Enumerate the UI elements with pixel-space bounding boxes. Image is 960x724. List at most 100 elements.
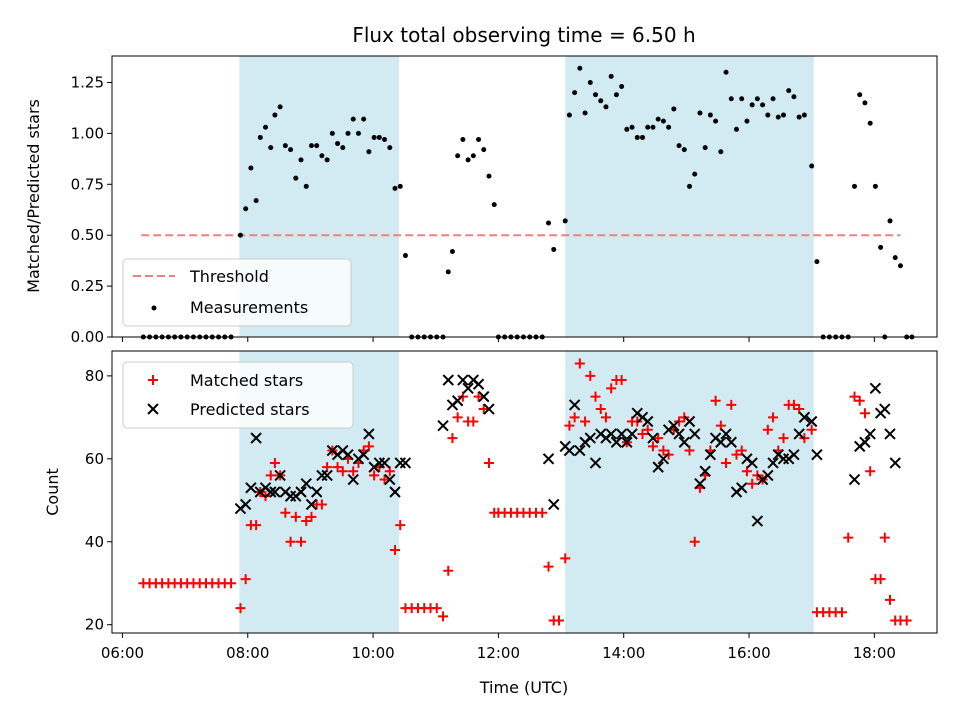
matched-star-point — [574, 358, 585, 369]
bottom-x-tick-label: 10:00 — [351, 644, 394, 662]
measurement-point — [887, 218, 893, 224]
matched-star-point — [265, 470, 276, 481]
matched-star-point — [301, 516, 312, 527]
predicted-star-point — [269, 486, 281, 498]
predicted-star-point — [848, 473, 861, 486]
measurement-point — [392, 185, 398, 191]
measurement-point — [366, 149, 372, 155]
chart-title: Flux total observing time = 6.50 h — [352, 23, 695, 47]
measurement-point — [445, 269, 451, 275]
predicted-star-point — [673, 428, 685, 440]
predicted-star-point — [699, 465, 711, 477]
matched-star-point — [390, 545, 401, 556]
bottom-x-tick-label: 14:00 — [602, 644, 645, 662]
matched-star-point — [468, 416, 479, 427]
predicted-star-point — [378, 457, 391, 469]
measurement-point — [486, 173, 492, 179]
top-y-axis-label: Matched/Predicted stars — [24, 99, 43, 293]
predicted-star-point — [472, 378, 485, 390]
measurement-point — [335, 141, 341, 147]
matched-star-point — [721, 457, 732, 468]
predicted-star-point — [689, 428, 701, 440]
matched-star-point — [348, 466, 359, 477]
measurement-point — [314, 143, 320, 149]
matched-star-point — [290, 511, 301, 522]
legend-measurements-label: Measurements — [190, 298, 308, 317]
top-panel: 0.00 0.25 0.50 0.75 1.00 1.25 Matched/Predict… — [24, 55, 938, 346]
measurement-point — [345, 130, 351, 136]
matched-star-point — [731, 449, 742, 460]
predicted-star-point — [265, 486, 277, 498]
predicted-star-point — [563, 444, 576, 457]
predicted-star-point — [542, 453, 555, 465]
legend-measurements-marker — [151, 305, 157, 311]
measurement-point — [376, 134, 382, 140]
predicted-star-point — [751, 515, 764, 527]
measurement-point — [598, 98, 604, 104]
predicted-star-point — [694, 477, 706, 490]
matched-star-point — [854, 395, 865, 406]
matched-star-point — [483, 457, 494, 468]
matched-star-point — [384, 466, 395, 477]
predicted-star-point — [300, 477, 312, 490]
measurement-point — [676, 143, 682, 149]
predicted-star-point — [462, 382, 474, 395]
matched-star-point — [653, 433, 664, 444]
measurement-point — [303, 183, 309, 189]
predicted-star-point — [574, 444, 586, 457]
measurement-point — [340, 145, 346, 151]
predicted-star-point — [678, 436, 690, 448]
measurement-point — [268, 145, 274, 151]
predicted-star-point — [788, 448, 800, 461]
top-y-tick-label: 1.25 — [71, 73, 104, 91]
matched-star-point — [595, 404, 606, 415]
predicted-star-point — [610, 436, 623, 448]
matched-star-point — [741, 466, 752, 477]
matched-star-point — [537, 507, 548, 518]
predicted-star-point — [568, 399, 581, 411]
measurement-point — [582, 110, 588, 116]
predicted-star-point — [736, 482, 748, 494]
matched-star-point — [788, 399, 799, 410]
matched-star-point — [606, 383, 617, 394]
bottom-legend-box — [122, 361, 354, 429]
matched-star-point — [285, 536, 296, 547]
predicted-star-point — [437, 419, 449, 432]
matched-star-point — [806, 424, 817, 435]
predicted-star-point — [321, 469, 333, 482]
matched-star-point — [794, 404, 805, 415]
measurement-point — [723, 69, 729, 75]
bottom-x-tick-label: 08:00 — [226, 644, 269, 662]
measurement-point — [760, 102, 766, 108]
measurement-point — [387, 145, 393, 151]
matched-star-point — [251, 520, 262, 531]
measurement-point — [587, 79, 593, 85]
predicted-star-point — [805, 415, 818, 428]
predicted-star-point — [274, 469, 286, 482]
top-legend: Threshold Measurements — [122, 258, 352, 327]
measurement-point — [319, 153, 325, 159]
measurement-point — [867, 120, 873, 126]
predicted-star-point — [626, 428, 638, 440]
matched-star-point — [560, 553, 571, 564]
predicted-star-point — [605, 428, 617, 440]
matched-star-point — [564, 420, 575, 431]
predicted-star-point — [762, 469, 774, 482]
measurement-point — [645, 124, 651, 130]
predicted-star-point — [864, 428, 876, 440]
measurement-point — [862, 100, 868, 106]
matched-star-point — [684, 445, 695, 456]
measurement-point — [460, 136, 466, 142]
matched-star-point — [585, 370, 596, 381]
measurement-point — [282, 143, 288, 149]
measurement-point — [744, 118, 750, 124]
matched-star-point — [431, 603, 442, 614]
measurement-point — [308, 143, 314, 149]
predicted-star-point — [777, 453, 790, 465]
matched-star-point — [689, 536, 700, 547]
matched-star-point — [438, 611, 449, 622]
measurement-point — [465, 157, 471, 163]
matched-star-point — [379, 474, 390, 485]
matched-star-point — [337, 466, 348, 477]
predicted-star-point — [451, 395, 464, 407]
